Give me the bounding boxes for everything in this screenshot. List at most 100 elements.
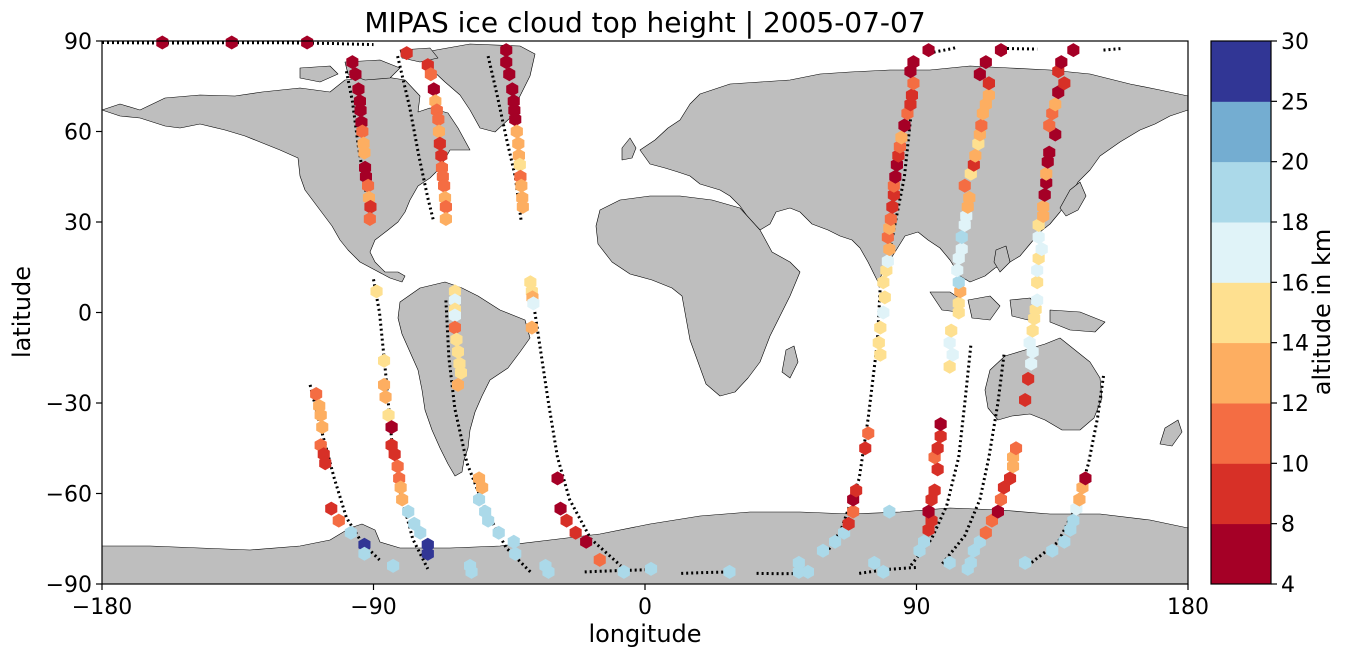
- colorbar-label: altitude in km: [1308, 229, 1336, 396]
- orbit-track: [1006, 47, 1038, 51]
- land-africa: [595, 195, 801, 397]
- cloud-point: [816, 543, 829, 558]
- cloud-point: [973, 67, 986, 82]
- orbit-track: [101, 41, 374, 47]
- cloud-point: [382, 408, 395, 423]
- cloud-point: [1038, 187, 1051, 202]
- chart-title: MIPAS ice cloud top height | 2005-07-07: [364, 6, 925, 39]
- cloud-point: [1031, 263, 1044, 278]
- cloud-point: [385, 420, 398, 435]
- cloud-point: [931, 441, 944, 456]
- cloud-point: [424, 67, 437, 82]
- cloud-point: [391, 459, 404, 474]
- colorbar-tick-label: 30: [1281, 30, 1309, 55]
- cloud-point: [569, 525, 582, 540]
- cloud-point: [1019, 555, 1032, 570]
- orbit-track: [928, 46, 957, 55]
- cloud-point: [964, 555, 977, 570]
- cloud-point: [310, 387, 323, 401]
- cloud-point: [958, 178, 971, 193]
- cloud-point: [352, 82, 365, 97]
- x-tick-label: 90: [903, 595, 931, 620]
- cloud-point: [387, 558, 400, 573]
- cloud-point: [432, 124, 445, 139]
- cloud-point: [400, 46, 413, 61]
- cloud-point: [895, 130, 908, 145]
- cloud-point: [344, 525, 357, 540]
- cloud-point: [994, 43, 1007, 58]
- cloud-point: [542, 564, 555, 579]
- cloud-point: [975, 118, 988, 133]
- cloud-point: [370, 284, 383, 299]
- colorbar-tick-label: 18: [1281, 211, 1309, 236]
- cloud-point: [363, 212, 376, 226]
- y-tick-label: −30: [46, 392, 92, 417]
- cloud-point: [1052, 85, 1065, 100]
- colorbar-segment: [1211, 403, 1271, 464]
- cloud-point: [928, 483, 941, 498]
- cloud-point: [1037, 209, 1050, 223]
- colorbar-segment: [1211, 222, 1271, 283]
- cloud-point: [402, 504, 415, 519]
- cloud-point: [850, 483, 863, 498]
- cloud-point: [379, 390, 392, 404]
- x-tick-label: −90: [350, 595, 396, 620]
- cloud-point: [943, 359, 956, 374]
- x-axis: −180 −90 0 90 180: [72, 584, 1209, 620]
- cloud-point: [881, 254, 894, 269]
- cloud-point: [358, 145, 371, 160]
- cloud-point: [378, 377, 391, 392]
- x-axis-label: longitude: [588, 620, 701, 648]
- y-tick-label: −90: [46, 573, 92, 598]
- cloud-point: [877, 305, 890, 320]
- colorbar-frame: [1210, 40, 1272, 585]
- cloud-point: [1058, 76, 1071, 91]
- cloud-point: [934, 417, 947, 432]
- cloud-point: [943, 555, 956, 570]
- colorbar-tick-label: 8: [1281, 513, 1295, 538]
- cloud-point: [448, 320, 461, 335]
- cloud-point: [482, 513, 495, 528]
- orbit-track: [584, 568, 646, 574]
- cloud-point: [525, 320, 538, 335]
- cloud-point: [451, 344, 464, 359]
- cloud-point: [1055, 55, 1068, 70]
- cloud-point: [874, 320, 887, 335]
- cloud-point: [862, 426, 875, 441]
- cloud-point: [509, 112, 522, 127]
- land-north-america: [101, 75, 471, 283]
- colorbar-segment: [1211, 342, 1271, 404]
- cloud-point: [408, 516, 421, 531]
- cloud-point: [500, 43, 513, 58]
- cloud-point: [510, 124, 523, 139]
- cloud-point: [946, 347, 959, 362]
- cloud-point: [451, 377, 464, 392]
- cloud-point: [847, 504, 860, 519]
- cloud-point: [316, 420, 329, 435]
- colorbar-tick-label: 4: [1281, 573, 1295, 598]
- cloud-point: [982, 76, 995, 91]
- cloud-point: [439, 212, 452, 226]
- cloud-point: [1040, 166, 1053, 181]
- cloud-point: [868, 555, 881, 570]
- colorbar-segment: [1211, 161, 1271, 223]
- cloud-point: [943, 335, 956, 350]
- cloud-point: [454, 365, 467, 380]
- cloud-point: [945, 323, 958, 338]
- cloud-point: [1019, 393, 1032, 407]
- colorbar-tick-label: 20: [1281, 151, 1309, 176]
- cloud-point: [918, 534, 931, 549]
- cloud-point: [931, 462, 944, 477]
- cloud-point: [427, 82, 440, 97]
- cloud-point: [617, 564, 630, 579]
- cloud-point: [1073, 492, 1086, 507]
- cloud-point: [905, 88, 918, 103]
- cloud-point: [435, 148, 448, 163]
- cloud-point: [500, 55, 513, 70]
- cloud-points: [156, 35, 1092, 579]
- colorbar-tick-label: 12: [1281, 392, 1309, 417]
- cloud-point: [1067, 513, 1080, 528]
- y-axis-label: latitude: [8, 266, 36, 358]
- cloud-point: [580, 534, 593, 549]
